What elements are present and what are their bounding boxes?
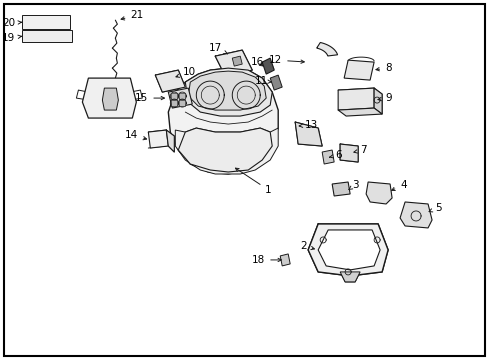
Text: 5: 5 — [428, 203, 441, 213]
Text: 3: 3 — [348, 180, 358, 190]
Polygon shape — [340, 144, 357, 162]
Polygon shape — [322, 150, 333, 164]
Polygon shape — [188, 71, 265, 110]
Polygon shape — [171, 93, 177, 99]
Text: 10: 10 — [176, 67, 196, 77]
Polygon shape — [338, 88, 373, 110]
Text: 11: 11 — [254, 76, 271, 86]
Polygon shape — [295, 122, 322, 146]
Text: 2: 2 — [300, 241, 314, 251]
Polygon shape — [366, 182, 391, 204]
Polygon shape — [22, 15, 70, 29]
Polygon shape — [168, 88, 192, 108]
Polygon shape — [22, 30, 72, 42]
Text: 19: 19 — [2, 33, 21, 43]
Text: 18: 18 — [251, 255, 281, 265]
Polygon shape — [270, 75, 282, 90]
Polygon shape — [307, 224, 387, 276]
Text: 15: 15 — [135, 93, 164, 103]
Polygon shape — [178, 128, 272, 172]
Polygon shape — [280, 254, 289, 266]
Text: 20: 20 — [2, 18, 21, 28]
Text: 14: 14 — [125, 130, 146, 140]
Polygon shape — [318, 230, 379, 270]
Polygon shape — [232, 56, 242, 66]
Text: 9: 9 — [377, 93, 391, 103]
Polygon shape — [399, 202, 431, 228]
Polygon shape — [168, 68, 278, 174]
Polygon shape — [185, 68, 272, 116]
Polygon shape — [148, 130, 168, 148]
Polygon shape — [175, 128, 278, 174]
Text: 8: 8 — [375, 63, 391, 73]
Text: 7: 7 — [353, 145, 366, 155]
Polygon shape — [171, 100, 177, 106]
Polygon shape — [179, 100, 185, 106]
Polygon shape — [316, 42, 337, 56]
Polygon shape — [340, 272, 359, 282]
Text: 16: 16 — [250, 57, 264, 67]
Polygon shape — [215, 50, 252, 76]
Text: 12: 12 — [268, 55, 304, 65]
Polygon shape — [338, 108, 381, 116]
Polygon shape — [331, 182, 349, 196]
Polygon shape — [344, 60, 373, 80]
Text: 4: 4 — [391, 180, 406, 190]
Polygon shape — [82, 78, 136, 118]
Text: 21: 21 — [121, 10, 143, 20]
Polygon shape — [373, 88, 381, 114]
Text: 13: 13 — [299, 120, 318, 130]
Polygon shape — [179, 93, 185, 99]
Polygon shape — [166, 130, 174, 152]
Polygon shape — [155, 70, 185, 92]
Text: 1: 1 — [235, 168, 271, 195]
Polygon shape — [102, 88, 118, 110]
Text: 6: 6 — [329, 150, 341, 160]
Polygon shape — [262, 58, 274, 74]
Text: 17: 17 — [208, 43, 227, 54]
